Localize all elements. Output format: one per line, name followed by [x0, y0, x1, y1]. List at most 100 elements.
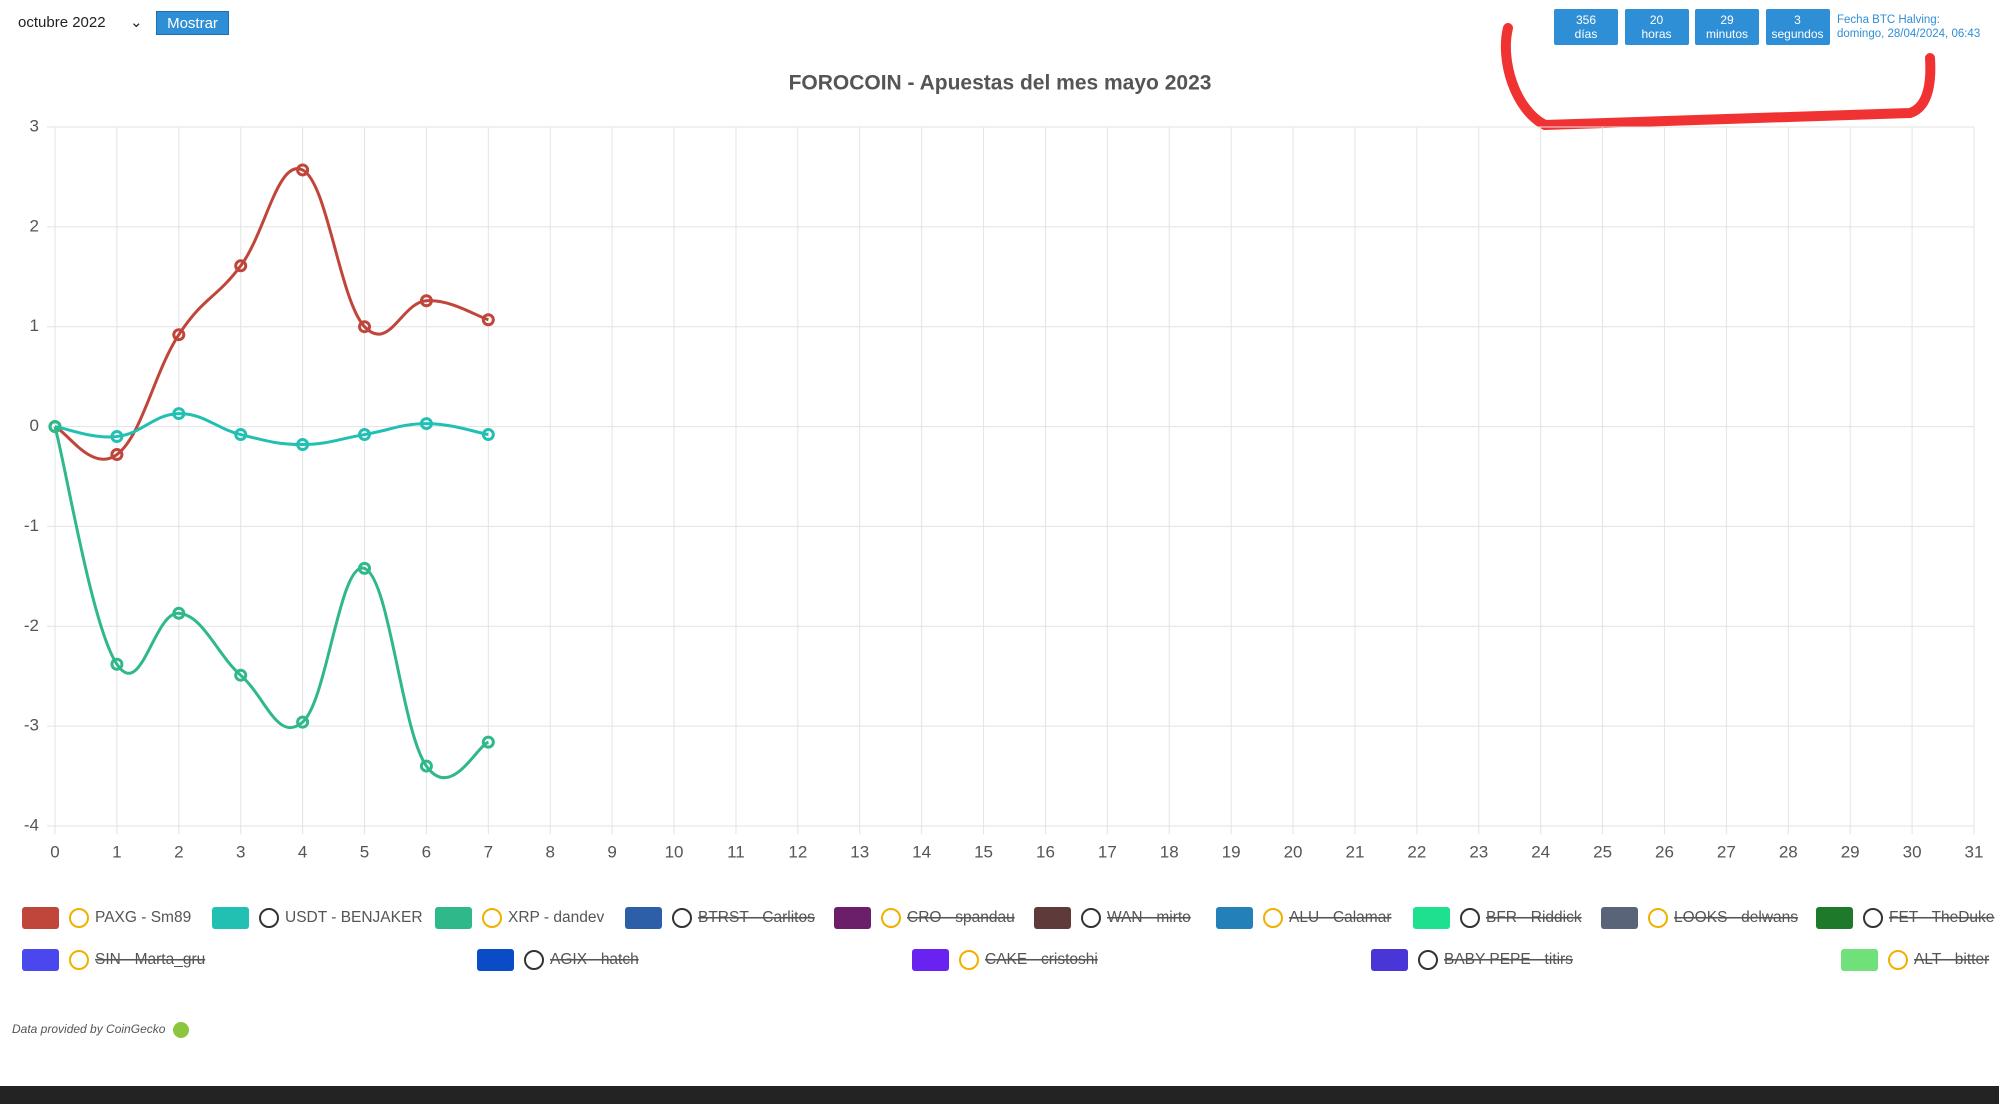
- legend-label: ALT - bitter: [1914, 951, 1989, 968]
- halving-label: Fecha BTC Halving:: [1837, 14, 1940, 26]
- dropdown-arrow: ⌄: [130, 14, 143, 31]
- x-tick-label: 5: [360, 842, 369, 861]
- x-tick-label: 17: [1098, 842, 1117, 861]
- legend-swatch: [22, 949, 59, 971]
- countdown-value: 3: [1794, 13, 1801, 27]
- x-tick-label: 10: [665, 842, 684, 861]
- legend-icon: [69, 908, 89, 928]
- data-point: [48, 420, 62, 434]
- data-point: [110, 657, 124, 671]
- legend-label: ALU - Calamar: [1289, 909, 1392, 926]
- legend-label: BFR - Riddick: [1486, 909, 1582, 926]
- x-tick-label: 24: [1531, 842, 1550, 861]
- legend-swatch: [1841, 949, 1878, 971]
- data-point: [172, 328, 186, 342]
- y-tick-label: -1: [24, 516, 39, 535]
- countdown-unit: días: [1574, 27, 1598, 41]
- legend-swatch: [1034, 907, 1071, 929]
- footer: Data provided by CoinGecko: [12, 1022, 189, 1038]
- countdown-value: 356: [1575, 13, 1597, 27]
- legend-swatch: [477, 949, 514, 971]
- legend-icon: [1418, 950, 1438, 970]
- legend-icon: [69, 950, 89, 970]
- show-button[interactable]: Mostrar: [156, 11, 229, 35]
- data-point: [358, 428, 372, 442]
- legend-swatch: [1413, 907, 1450, 929]
- countdown-unit: horas: [1641, 27, 1672, 41]
- x-tick-label: 4: [298, 842, 307, 861]
- halving-date: domingo, 28/04/2024, 06:43: [1837, 28, 1981, 40]
- x-tick-label: 16: [1036, 842, 1055, 861]
- x-tick-label: 8: [545, 842, 554, 861]
- legend-icon: [1460, 908, 1480, 928]
- x-tick-label: 27: [1717, 842, 1736, 861]
- data-point: [358, 320, 372, 334]
- legend-swatch: [625, 907, 662, 929]
- legend-label: LOOKS - delwans: [1674, 909, 1798, 926]
- countdown-unit: segundos: [1771, 27, 1824, 41]
- legend-swatch: [1816, 907, 1853, 929]
- x-tick-label: 1: [112, 842, 121, 861]
- x-tick-label: 15: [974, 842, 993, 861]
- x-tick-label: 2: [174, 842, 183, 861]
- legend-label: USDT - BENJAKER: [285, 909, 423, 926]
- legend-swatch: [1371, 949, 1408, 971]
- legend-icon: [672, 908, 692, 928]
- data-point: [481, 428, 495, 442]
- data-point: [419, 417, 433, 431]
- legend-icon: [1081, 908, 1101, 928]
- legend-label: XRP - dandev: [508, 909, 604, 926]
- y-tick-label: 3: [30, 116, 39, 135]
- select-text: octubre 2022: [18, 14, 106, 31]
- data-point: [172, 606, 186, 620]
- legend-icon: [1863, 908, 1883, 928]
- y-tick-label: 0: [30, 416, 39, 435]
- countdown-unit: minutos: [1705, 27, 1749, 41]
- x-tick-label: 9: [607, 842, 616, 861]
- coingecko-logo: [172, 1022, 189, 1038]
- legend-icon: [482, 908, 502, 928]
- legend-label: WAN - mirto: [1107, 909, 1191, 926]
- data-point: [481, 735, 495, 749]
- legend-label: SIN - Marta_gru: [95, 951, 205, 968]
- data-point: [172, 407, 186, 421]
- x-tick-label: 25: [1593, 842, 1612, 861]
- legend-label: AGIX - hatch: [550, 951, 639, 968]
- bottom-bar: [0, 1086, 1999, 1104]
- x-tick-label: 7: [484, 842, 493, 861]
- legend-label: BABY PEPE - titirs: [1444, 951, 1573, 968]
- countdown-box: 356 días: [1554, 9, 1618, 45]
- x-tick-label: 31: [1965, 842, 1984, 861]
- countdown-box: 29 minutos: [1695, 9, 1759, 45]
- legend-label: CRO - spandau: [907, 909, 1015, 926]
- x-tick-label: 29: [1841, 842, 1860, 861]
- x-tick-label: 21: [1346, 842, 1365, 861]
- data-point: [296, 715, 310, 729]
- legend-icon: [524, 950, 544, 970]
- legend-label: BTRST - Carlitos: [698, 909, 815, 926]
- legend-label: FET - TheDuke: [1889, 909, 1994, 926]
- series-line: [54, 167, 489, 461]
- legend-swatch: [212, 907, 249, 929]
- data-point: [234, 668, 248, 682]
- legend-icon: [1648, 908, 1668, 928]
- legend-icon: [881, 908, 901, 928]
- annotation-scribble: [1500, 23, 1936, 131]
- x-tick-label: 14: [912, 842, 931, 861]
- x-tick-label: 13: [850, 842, 869, 861]
- series-line: [54, 412, 489, 447]
- x-tick-label: 18: [1160, 842, 1179, 861]
- series-line: [53, 426, 490, 780]
- x-tick-label: 6: [422, 842, 431, 861]
- data-point: [234, 428, 248, 442]
- month-select[interactable]: octubre 2022 ⌄: [18, 12, 148, 34]
- data-point: [110, 448, 124, 462]
- countdown-value: 20: [1649, 13, 1664, 27]
- legend-label: CAKE - cristoshi: [985, 951, 1098, 968]
- x-tick-label: 12: [788, 842, 807, 861]
- y-tick-label: 2: [30, 216, 39, 235]
- data-point: [419, 294, 433, 308]
- x-tick-label: 20: [1284, 842, 1303, 861]
